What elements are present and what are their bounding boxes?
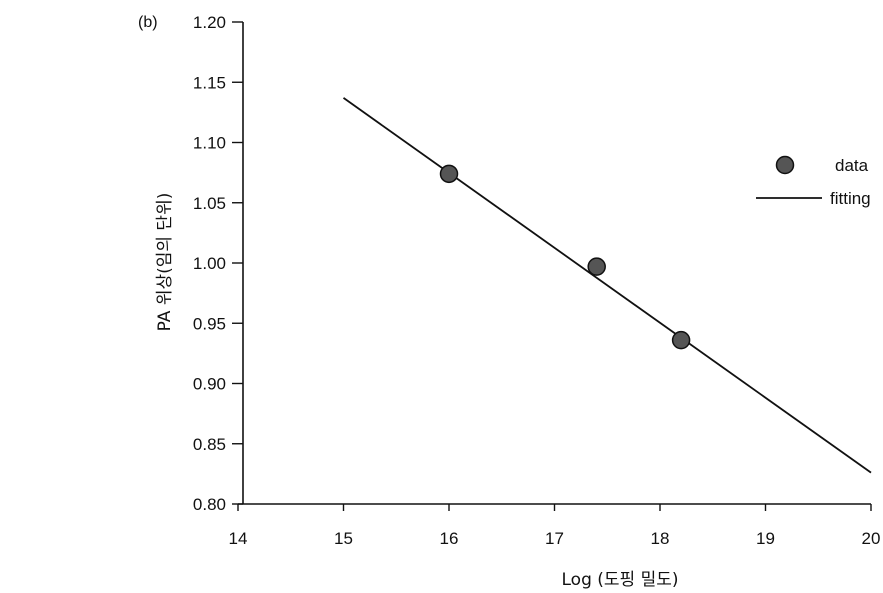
y-tick-label: 0.90 [193,375,226,394]
x-tick-label: 18 [651,529,670,548]
x-tick-label: 16 [440,529,459,548]
x-axis: 14 15 16 17 18 19 20 [229,503,881,548]
y-tick-label: 1.05 [193,194,226,213]
x-tick-label: 19 [756,529,775,548]
plot-series [342,97,872,474]
y-tick-label: 0.95 [193,314,226,333]
data-point [587,257,606,276]
fitting-line [342,97,872,474]
x-axis-title: Log (도핑 밀도) [562,570,679,590]
y-tick-label: 1.15 [193,73,226,92]
y-tick-label: 1.20 [193,13,226,32]
y-tick-label: 1.10 [193,134,226,153]
x-tick-label: 17 [545,529,564,548]
x-tick-label: 20 [862,529,881,548]
legend-fitting-label: fitting [830,189,871,208]
data-point [671,330,691,350]
legend-data-marker [775,155,795,175]
y-tick-label: 1.00 [193,254,226,273]
panel-label: (b) [138,14,158,31]
legend: data fitting [756,155,871,208]
data-point [439,164,459,184]
x-tick-label: 14 [229,529,248,548]
x-tick-label: 15 [334,529,353,548]
y-tick-label: 0.80 [193,495,226,514]
y-axis: 0.80 0.85 0.90 0.95 1.00 1.05 1.10 1.15 1.20 [193,13,244,514]
y-tick-label: 0.85 [193,435,226,454]
y-axis-title: PA 위상(임의 단위) [155,193,175,332]
legend-data-label: data [835,156,869,175]
